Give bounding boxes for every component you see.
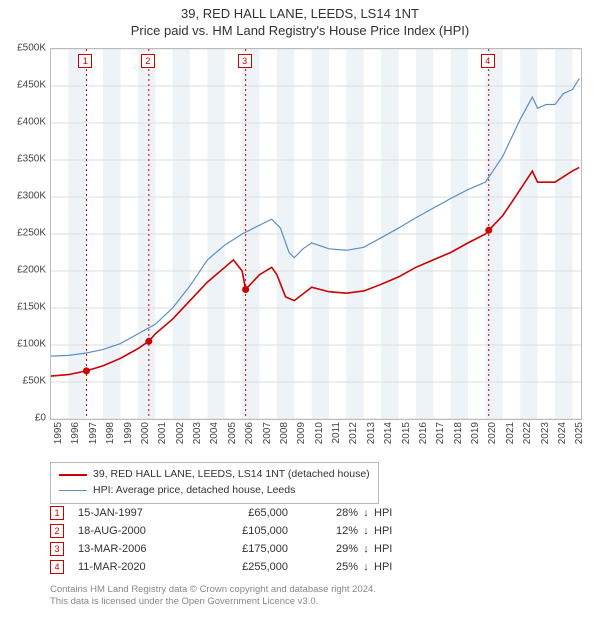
y-tick-label: £300K (6, 191, 46, 202)
legend-swatch (59, 474, 87, 476)
legend-label: HPI: Average price, detached house, Leed… (93, 483, 295, 499)
sales-row: 1 15-JAN-1997£65,00028%↓HPI (50, 504, 404, 522)
x-tick-label: 2023 (540, 422, 551, 444)
x-tick-label: 2018 (453, 422, 464, 444)
x-tick-label: 2002 (175, 422, 186, 444)
sale-date: 15-JAN-1997 (78, 507, 198, 519)
x-tick-label: 2011 (331, 422, 342, 444)
down-arrow-icon: ↓ (358, 543, 374, 555)
x-tick-label: 2010 (314, 422, 325, 444)
chart-container: 39, RED HALL LANE, LEEDS, LS14 1NT Price… (0, 0, 600, 620)
x-tick-label: 2005 (227, 422, 238, 444)
x-tick-label: 2008 (279, 422, 290, 444)
sale-price: £255,000 (198, 561, 318, 573)
x-tick-label: 1996 (70, 422, 81, 444)
sales-row: 2 18-AUG-2000£105,00012%↓HPI (50, 522, 404, 540)
y-tick-label: £400K (6, 117, 46, 128)
sale-price: £65,000 (198, 507, 318, 519)
down-arrow-icon: ↓ (358, 561, 374, 573)
sales-table: 115-JAN-1997£65,00028%↓HPI218-AUG-2000£1… (50, 504, 404, 576)
x-tick-label: 2004 (209, 422, 220, 444)
x-tick-label: 2000 (140, 422, 151, 444)
x-tick-label: 2022 (522, 422, 533, 444)
sales-row: 3 13-MAR-2006£175,00029%↓HPI (50, 540, 404, 558)
hpi-label: HPI (374, 561, 404, 573)
x-tick-label: 2025 (574, 422, 585, 444)
x-tick-label: 2015 (401, 422, 412, 444)
sale-date: 13-MAR-2006 (78, 543, 198, 555)
legend-label: 39, RED HALL LANE, LEEDS, LS14 1NT (deta… (93, 467, 370, 483)
x-tick-label: 2020 (487, 422, 498, 444)
sale-price: £175,000 (198, 543, 318, 555)
down-arrow-icon: ↓ (358, 507, 374, 519)
legend-swatch (59, 490, 87, 491)
title-block: 39, RED HALL LANE, LEEDS, LS14 1NT Price… (0, 0, 600, 38)
x-tick-label: 2009 (296, 422, 307, 444)
x-tick-label: 1995 (53, 422, 64, 444)
y-tick-label: £50K (6, 376, 46, 387)
x-tick-label: 2024 (557, 422, 568, 444)
x-tick-label: 2007 (262, 422, 273, 444)
sale-marker-4: 4 (481, 54, 495, 68)
x-tick-label: 1997 (88, 422, 99, 444)
sale-pct: 25% (318, 561, 358, 573)
sale-date: 18-AUG-2000 (78, 525, 198, 537)
y-tick-label: £200K (6, 265, 46, 276)
sale-marker-1: 1 (78, 54, 92, 68)
down-arrow-icon: ↓ (358, 525, 374, 537)
y-tick-label: £0 (6, 413, 46, 424)
sale-row-marker: 3 (50, 542, 64, 556)
x-tick-label: 1999 (123, 422, 134, 444)
sale-pct: 28% (318, 507, 358, 519)
sale-marker-2: 2 (141, 54, 155, 68)
footer-line-2: This data is licensed under the Open Gov… (50, 596, 376, 608)
sale-marker-3: 3 (238, 54, 252, 68)
x-tick-label: 2006 (244, 422, 255, 444)
hpi-label: HPI (374, 543, 404, 555)
y-tick-label: £150K (6, 302, 46, 313)
sale-date: 11-MAR-2020 (78, 561, 198, 573)
sales-row: 4 11-MAR-2020£255,00025%↓HPI (50, 558, 404, 576)
sale-row-marker: 2 (50, 524, 64, 538)
y-tick-label: £450K (6, 80, 46, 91)
title-line-2: Price paid vs. HM Land Registry's House … (0, 23, 600, 38)
legend: 39, RED HALL LANE, LEEDS, LS14 1NT (deta… (50, 462, 379, 504)
footer-line-1: Contains HM Land Registry data © Crown c… (50, 584, 376, 596)
x-tick-label: 2013 (366, 422, 377, 444)
legend-item: HPI: Average price, detached house, Leed… (59, 483, 370, 499)
x-tick-label: 2021 (505, 422, 516, 444)
hpi-label: HPI (374, 507, 404, 519)
hpi-label: HPI (374, 525, 404, 537)
y-tick-label: £250K (6, 228, 46, 239)
sale-pct: 12% (318, 525, 358, 537)
x-tick-label: 2001 (157, 422, 168, 444)
x-tick-label: 2016 (418, 422, 429, 444)
sale-row-marker: 1 (50, 506, 64, 520)
y-tick-label: £350K (6, 154, 46, 165)
sale-pct: 29% (318, 543, 358, 555)
plot-svg (50, 48, 582, 420)
x-tick-label: 2019 (470, 422, 481, 444)
title-line-1: 39, RED HALL LANE, LEEDS, LS14 1NT (0, 6, 600, 21)
x-tick-label: 2017 (435, 422, 446, 444)
x-tick-label: 2014 (383, 422, 394, 444)
x-tick-label: 2012 (348, 422, 359, 444)
y-tick-label: £500K (6, 43, 46, 54)
legend-item: 39, RED HALL LANE, LEEDS, LS14 1NT (deta… (59, 467, 370, 483)
chart-area: 1234£0£50K£100K£150K£200K£250K£300K£350K… (50, 48, 580, 418)
x-tick-label: 1998 (105, 422, 116, 444)
footer-text: Contains HM Land Registry data © Crown c… (50, 584, 376, 609)
y-tick-label: £100K (6, 339, 46, 350)
x-tick-label: 2003 (192, 422, 203, 444)
sale-row-marker: 4 (50, 560, 64, 574)
sale-price: £105,000 (198, 525, 318, 537)
